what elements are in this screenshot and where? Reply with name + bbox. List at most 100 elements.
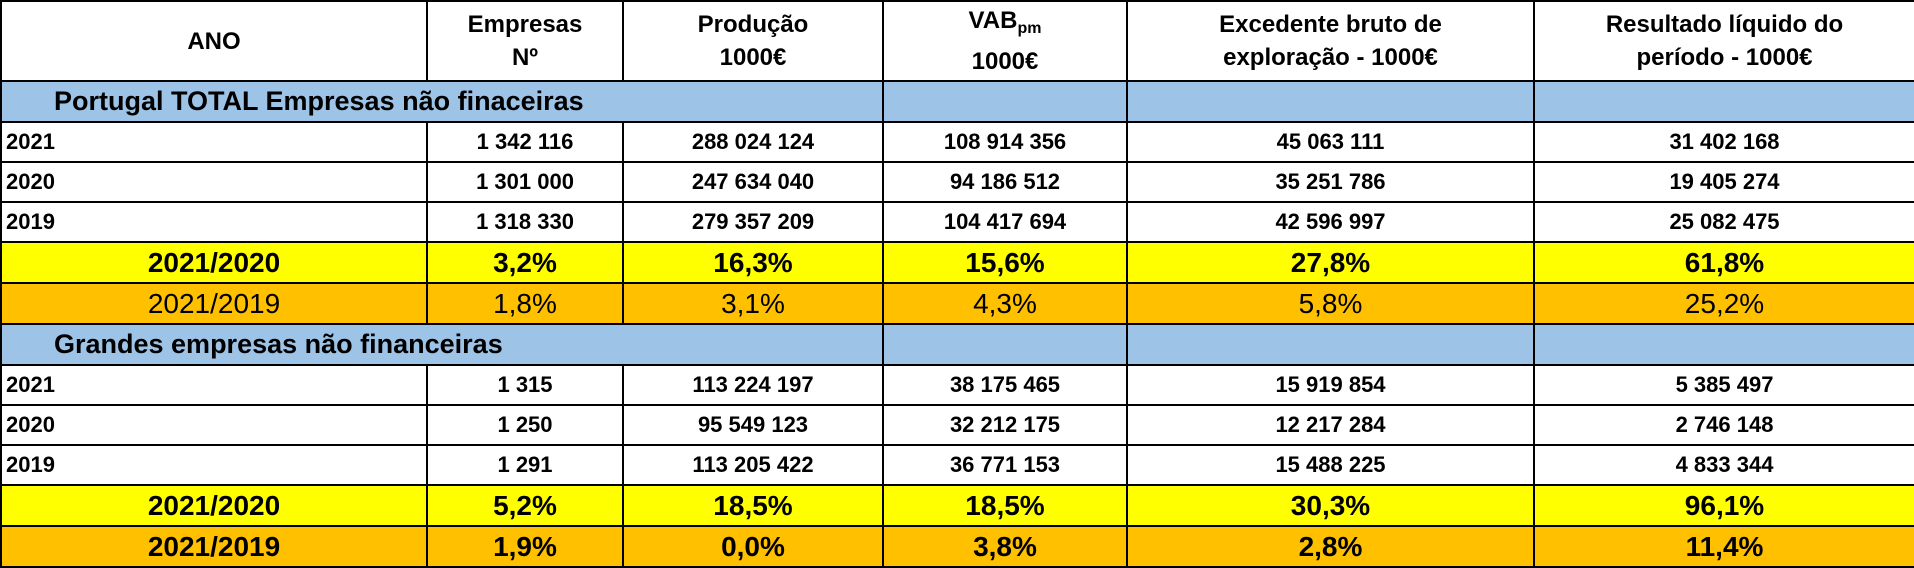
ratio-empresas: 1,9% <box>426 525 624 568</box>
empresas-cell: 1 250 <box>426 404 624 446</box>
ratio-label: 2021/2020 <box>0 484 428 527</box>
ratio-vab: 3,8% <box>882 525 1128 568</box>
vab-cell: 104 417 694 <box>882 201 1128 243</box>
ratio-producao: 16,3% <box>622 241 884 284</box>
vab-cell: 108 914 356 <box>882 121 1128 163</box>
resultado-cell: 4 833 344 <box>1533 444 1914 486</box>
header-excedente: Excedente bruto de exploração - 1000€ <box>1126 0 1535 82</box>
ratio-vab: 4,3% <box>882 282 1128 325</box>
excedente-cell: 12 217 284 <box>1126 404 1535 446</box>
ratio-vab: 18,5% <box>882 484 1128 527</box>
table-row: 2021 1 315 113 224 197 38 175 465 15 919… <box>0 364 1914 406</box>
header-resultado-line1: Resultado líquido do <box>1605 11 1844 38</box>
ratio-resultado: 96,1% <box>1533 484 1914 527</box>
resultado-cell: 31 402 168 <box>1533 121 1914 163</box>
section-fill <box>1126 80 1535 123</box>
ratio-excedente: 30,3% <box>1126 484 1535 527</box>
section-fill <box>623 323 884 366</box>
producao-cell: 113 224 197 <box>622 364 884 406</box>
header-vab: VABpm 1000€ <box>882 0 1128 82</box>
ratio-row-2021-2019: 2021/2019 1,9% 0,0% 3,8% 2,8% 11,4% <box>0 525 1914 568</box>
header-vab-line1: VABpm <box>885 4 1125 45</box>
empresas-cell: 1 315 <box>426 364 624 406</box>
empresas-cell: 1 291 <box>426 444 624 486</box>
vab-cell: 38 175 465 <box>882 364 1128 406</box>
ratio-empresas: 5,2% <box>426 484 624 527</box>
section-row-portugal-total: Portugal TOTAL Empresas não finaceiras <box>0 80 1914 123</box>
table-row: 2021 1 342 116 288 024 124 108 914 356 4… <box>0 121 1914 163</box>
header-producao: Produção 1000€ <box>622 0 884 82</box>
ratio-excedente: 5,8% <box>1126 282 1535 325</box>
header-resultado: Resultado líquido do período - 1000€ <box>1533 0 1914 82</box>
header-empresas-line1: Empresas <box>467 11 583 38</box>
section-fill <box>882 80 1128 123</box>
ratio-resultado: 11,4% <box>1533 525 1914 568</box>
header-vab-line2: 1000€ <box>971 48 1039 75</box>
producao-cell: 95 549 123 <box>622 404 884 446</box>
excedente-cell: 42 596 997 <box>1126 201 1535 243</box>
ratio-label: 2021/2019 <box>0 282 428 325</box>
ratio-excedente: 27,8% <box>1126 241 1535 284</box>
table-row: 2019 1 318 330 279 357 209 104 417 694 4… <box>0 201 1914 243</box>
section-fill <box>623 80 884 123</box>
ratio-row-2021-2020: 2021/2020 3,2% 16,3% 15,6% 27,8% 61,8% <box>0 241 1914 284</box>
ratio-producao: 0,0% <box>622 525 884 568</box>
ratio-label: 2021/2019 <box>0 525 428 568</box>
producao-cell: 288 024 124 <box>622 121 884 163</box>
producao-cell: 279 357 209 <box>622 201 884 243</box>
header-vab-sub: pm <box>1017 20 1042 37</box>
empresas-cell: 1 301 000 <box>426 161 624 203</box>
table-row: 2020 1 301 000 247 634 040 94 186 512 35… <box>0 161 1914 203</box>
year-cell: 2021 <box>0 121 428 163</box>
ratio-label: 2021/2020 <box>0 241 428 284</box>
header-ano: ANO <box>0 0 428 82</box>
header-excedente-line2: exploração - 1000€ <box>1223 44 1438 71</box>
ratio-empresas: 3,2% <box>426 241 624 284</box>
header-empresas-line2: Nº <box>511 44 539 71</box>
vab-cell: 32 212 175 <box>882 404 1128 446</box>
header-resultado-line2: período - 1000€ <box>1636 44 1813 71</box>
header-vab-main: VAB <box>968 7 1018 34</box>
year-cell: 2020 <box>0 161 428 203</box>
section-fill <box>1126 323 1535 366</box>
resultado-cell: 2 746 148 <box>1533 404 1914 446</box>
ratio-resultado: 61,8% <box>1533 241 1914 284</box>
resultado-cell: 5 385 497 <box>1533 364 1914 406</box>
header-empresas: Empresas Nº <box>426 0 624 82</box>
section-fill <box>1533 323 1914 366</box>
header-producao-line1: Produção <box>697 11 809 38</box>
ratio-row-2021-2020: 2021/2020 5,2% 18,5% 18,5% 30,3% 96,1% <box>0 484 1914 527</box>
ratio-excedente: 2,8% <box>1126 525 1535 568</box>
year-cell: 2020 <box>0 404 428 446</box>
resultado-cell: 19 405 274 <box>1533 161 1914 203</box>
producao-cell: 113 205 422 <box>622 444 884 486</box>
year-cell: 2019 <box>0 201 428 243</box>
excedente-cell: 15 488 225 <box>1126 444 1535 486</box>
excedente-cell: 15 919 854 <box>1126 364 1535 406</box>
header-excedente-line1: Excedente bruto de <box>1219 11 1442 38</box>
section-title: Grandes empresas não financeiras <box>0 323 623 366</box>
resultado-cell: 25 082 475 <box>1533 201 1914 243</box>
producao-cell: 247 634 040 <box>622 161 884 203</box>
year-cell: 2019 <box>0 444 428 486</box>
table-row: 2020 1 250 95 549 123 32 212 175 12 217 … <box>0 404 1914 446</box>
table-row: 2019 1 291 113 205 422 36 771 153 15 488… <box>0 444 1914 486</box>
header-row: ANO Empresas Nº Produção 1000€ VABpm 100… <box>0 0 1914 82</box>
section-title: Portugal TOTAL Empresas não finaceiras <box>0 80 623 123</box>
vab-cell: 36 771 153 <box>882 444 1128 486</box>
section-fill <box>882 323 1128 366</box>
ratio-row-2021-2019: 2021/2019 1,8% 3,1% 4,3% 5,8% 25,2% <box>0 282 1914 325</box>
excedente-cell: 45 063 111 <box>1126 121 1535 163</box>
section-fill <box>1533 80 1914 123</box>
ratio-resultado: 25,2% <box>1533 282 1914 325</box>
excedente-cell: 35 251 786 <box>1126 161 1535 203</box>
vab-cell: 94 186 512 <box>882 161 1128 203</box>
ratio-producao: 3,1% <box>622 282 884 325</box>
empresas-cell: 1 318 330 <box>426 201 624 243</box>
ratio-producao: 18,5% <box>622 484 884 527</box>
header-producao-line2: 1000€ <box>719 44 787 71</box>
year-cell: 2021 <box>0 364 428 406</box>
ratio-empresas: 1,8% <box>426 282 624 325</box>
section-row-grandes-empresas: Grandes empresas não financeiras <box>0 323 1914 366</box>
